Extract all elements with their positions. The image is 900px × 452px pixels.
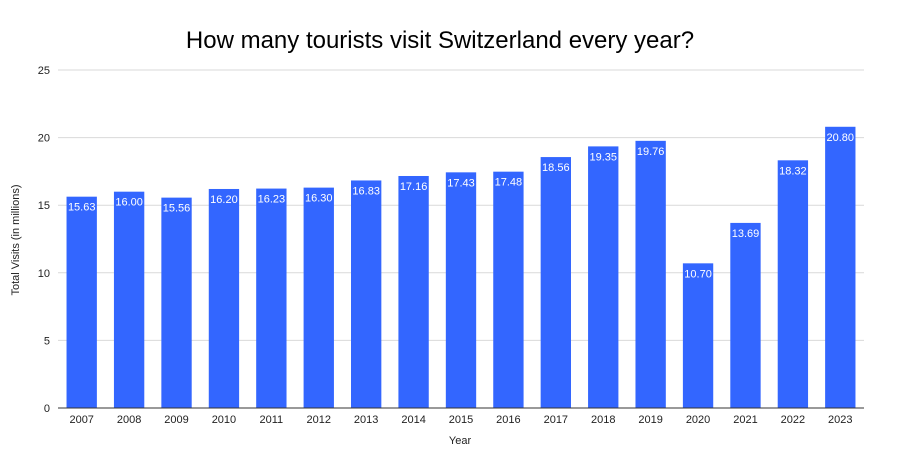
x-tick-label: 2020 bbox=[686, 414, 710, 426]
bar-2008 bbox=[113, 191, 145, 408]
data-label: 16.23 bbox=[258, 194, 286, 206]
y-tick-label: 25 bbox=[38, 65, 50, 77]
x-tick-label: 2021 bbox=[733, 414, 757, 426]
x-tick-label: 2017 bbox=[544, 414, 568, 426]
bar-2018 bbox=[588, 146, 619, 408]
data-label: 20.80 bbox=[827, 132, 855, 144]
data-label: 18.56 bbox=[542, 162, 570, 174]
bar-2021 bbox=[730, 222, 761, 408]
bar-2017 bbox=[540, 157, 571, 408]
x-tick-label: 2023 bbox=[828, 414, 852, 426]
data-labels: 15.63 16.00 15.56 16.20 16.23 16.30 16.83 17.16… bbox=[68, 132, 854, 281]
x-tick-label: 2014 bbox=[401, 414, 425, 426]
data-label: 16.20 bbox=[210, 194, 238, 206]
data-label: 13.69 bbox=[732, 228, 760, 240]
bar-2009 bbox=[161, 197, 192, 408]
x-tick-label: 2011 bbox=[260, 414, 284, 426]
data-label: 17.16 bbox=[400, 181, 428, 193]
x-tick-label: 2022 bbox=[781, 414, 805, 426]
bar-2020 bbox=[682, 263, 714, 408]
x-axis-label: Year bbox=[449, 435, 472, 447]
data-label: 16.83 bbox=[352, 185, 380, 197]
x-tick-label: 2018 bbox=[591, 414, 615, 426]
bar-2007 bbox=[66, 196, 97, 408]
x-tick-label: 2007 bbox=[69, 414, 93, 426]
x-tick-label: 2008 bbox=[117, 414, 141, 426]
bar-2023 bbox=[825, 126, 856, 408]
bar-2013 bbox=[351, 180, 382, 408]
data-label: 19.76 bbox=[637, 146, 665, 158]
y-tick-label: 10 bbox=[38, 268, 50, 280]
bars bbox=[66, 126, 856, 409]
y-axis-label: Total Visits (in millions) bbox=[10, 184, 22, 295]
data-label: 10.70 bbox=[684, 268, 712, 280]
bar-2014 bbox=[398, 175, 429, 408]
y-tick-label: 15 bbox=[38, 200, 50, 212]
x-axis-ticks: 2007 2008 2009 2010 2011 2012 2013 2014 2015 2016… bbox=[69, 414, 852, 426]
bar-2022 bbox=[777, 160, 809, 408]
data-label: 16.30 bbox=[305, 193, 333, 205]
data-label: 15.56 bbox=[163, 203, 191, 215]
data-label: 16.00 bbox=[115, 197, 143, 209]
y-tick-label: 5 bbox=[44, 335, 50, 347]
y-tick-label: 0 bbox=[44, 403, 50, 415]
x-tick-label: 2012 bbox=[307, 414, 331, 426]
bar-2016 bbox=[493, 171, 524, 408]
bar-2011 bbox=[256, 188, 287, 408]
data-label: 15.63 bbox=[68, 202, 96, 214]
x-tick-label: 2015 bbox=[449, 414, 473, 426]
data-label: 17.48 bbox=[495, 177, 523, 189]
x-tick-label: 2019 bbox=[638, 414, 662, 426]
bar-2012 bbox=[303, 187, 334, 408]
chart-title: How many tourists visit Switzerland ever… bbox=[186, 27, 694, 54]
data-label: 17.43 bbox=[447, 177, 475, 189]
data-label: 18.32 bbox=[779, 165, 807, 177]
y-axis-ticks: 0 5 10 15 20 25 bbox=[38, 65, 50, 415]
x-tick-label: 2016 bbox=[496, 414, 520, 426]
bar-2010 bbox=[208, 188, 240, 408]
x-tick-label: 2009 bbox=[164, 414, 188, 426]
bar-2015 bbox=[445, 172, 477, 408]
data-label: 19.35 bbox=[589, 151, 617, 163]
bar-2019 bbox=[635, 140, 666, 409]
x-tick-label: 2013 bbox=[354, 414, 378, 426]
x-tick-label: 2010 bbox=[212, 414, 236, 426]
y-tick-label: 20 bbox=[38, 133, 50, 145]
